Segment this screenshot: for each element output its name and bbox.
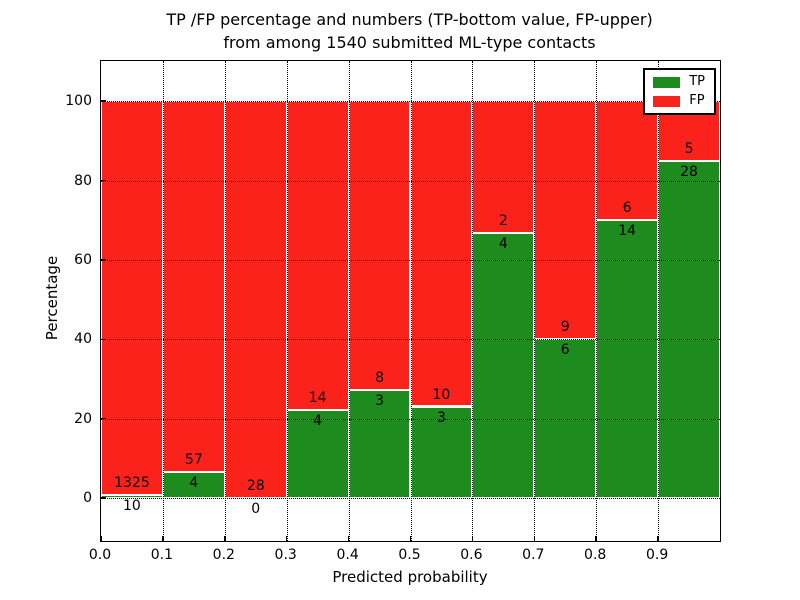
chart-title-line1: TP /FP percentage and numbers (TP-bottom… <box>166 10 653 29</box>
tp-bar-segment <box>101 495 163 499</box>
tp-count-label: 4 <box>189 475 199 492</box>
tp-count-label: 3 <box>375 392 385 409</box>
tp-bar-segment <box>348 389 411 499</box>
tp-count-label: 0 <box>251 501 261 518</box>
tp-bar-segment <box>162 472 225 499</box>
fp-count-label: 1325 <box>114 475 150 492</box>
tp-count-label: 4 <box>498 236 508 253</box>
fp-bar-segment <box>348 101 411 390</box>
tp-bar-segment <box>658 161 720 499</box>
fp-bar-segment <box>162 101 225 473</box>
x-tick-label: 0.3 <box>274 547 297 563</box>
tp-bar-segment <box>410 406 473 499</box>
fp-count-label: 28 <box>246 478 265 495</box>
x-tick-mark <box>224 536 226 541</box>
v-gridline <box>472 61 474 541</box>
v-gridline <box>410 61 412 541</box>
v-gridline <box>286 61 288 541</box>
x-axis-label: Predicted probability <box>332 568 488 586</box>
y-tick-label: 0 <box>83 490 92 507</box>
fp-bar-segment <box>224 101 287 499</box>
y-tick-mark <box>101 497 106 499</box>
fp-count-label: 57 <box>184 452 203 469</box>
y-tick-label: 40 <box>74 331 92 348</box>
x-tick-label: 0.7 <box>522 547 545 563</box>
x-tick-mark <box>533 536 536 541</box>
x-tick-mark <box>285 536 288 541</box>
v-gridline <box>162 61 164 541</box>
legend-item-fp: FP <box>653 94 705 108</box>
chart-title-line2: from among 1540 submitted ML-type contac… <box>223 33 596 52</box>
x-tick-label: 0.9 <box>645 547 669 563</box>
x-tick-mark <box>471 536 474 541</box>
fp-bar-segment <box>596 101 659 221</box>
tp-count-label: 6 <box>560 342 570 359</box>
x-tick-label: 0.1 <box>150 547 174 563</box>
fp-count-label: 2 <box>498 213 508 230</box>
y-tick-label: 80 <box>74 172 92 189</box>
fp-count-label: 14 <box>308 389 327 406</box>
tp-legend-swatch <box>653 76 681 88</box>
fp-count-label: 9 <box>560 319 570 336</box>
tp-count-label: 3 <box>436 409 446 426</box>
tp-bar-segment <box>596 220 659 499</box>
v-gridline <box>534 61 536 541</box>
y-axis-label: Percentage <box>43 255 61 341</box>
fp-bar-segment <box>101 101 163 496</box>
y-tick-label: 100 <box>65 93 92 110</box>
tp-count-label: 4 <box>313 412 323 429</box>
tp-count-label: 10 <box>123 498 141 515</box>
x-tick-label: 0.6 <box>460 547 483 563</box>
x-tick-mark <box>162 536 164 541</box>
fp-legend-label: FP <box>689 93 705 108</box>
plot-area: TP FP 1325 10 57 4 28 0 14 4 8 3 10 3 2 4 9 6 6 14 5 28 <box>100 60 721 542</box>
x-tick-label: 0.8 <box>584 547 607 563</box>
fp-bar-segment <box>410 101 473 407</box>
x-tick-mark <box>409 536 412 541</box>
x-tick-label: 0.4 <box>336 547 359 563</box>
x-tick-mark <box>595 536 597 541</box>
tp-legend-label: TP <box>689 74 705 89</box>
y-tick-mark <box>101 100 106 102</box>
legend: TP FP <box>643 68 716 115</box>
fp-legend-swatch <box>653 95 681 107</box>
v-gridline <box>348 61 350 541</box>
chart-title: TP /FP percentage and numbers (TP-bottom… <box>100 8 719 54</box>
y-tick-label: 20 <box>74 410 92 427</box>
y-tick-mark <box>101 179 106 182</box>
tp-bar-segment <box>472 233 535 499</box>
x-tick-mark <box>347 536 350 541</box>
tp-count-label: 28 <box>680 164 698 181</box>
x-tick-mark <box>100 536 102 541</box>
x-tick-label: 0.0 <box>88 547 112 563</box>
x-tick-label: 0.5 <box>398 547 421 563</box>
legend-item-tp: TP <box>653 75 705 89</box>
v-gridline <box>596 61 598 541</box>
y-tick-mark <box>101 417 106 420</box>
v-gridline <box>224 61 226 541</box>
fp-count-label: 5 <box>684 141 694 158</box>
y-tick-mark <box>101 338 106 341</box>
fp-bar-segment <box>534 101 597 340</box>
x-tick-mark <box>657 536 659 541</box>
x-tick-label: 0.2 <box>212 547 235 563</box>
fp-bar-segment <box>286 101 349 410</box>
fp-count-label: 6 <box>622 200 632 217</box>
tp-count-label: 14 <box>618 223 637 240</box>
y-tick-mark <box>101 259 106 261</box>
v-gridline <box>658 61 660 541</box>
fp-count-label: 8 <box>375 369 385 386</box>
fp-count-label: 10 <box>432 386 451 403</box>
y-tick-label: 60 <box>74 251 92 268</box>
